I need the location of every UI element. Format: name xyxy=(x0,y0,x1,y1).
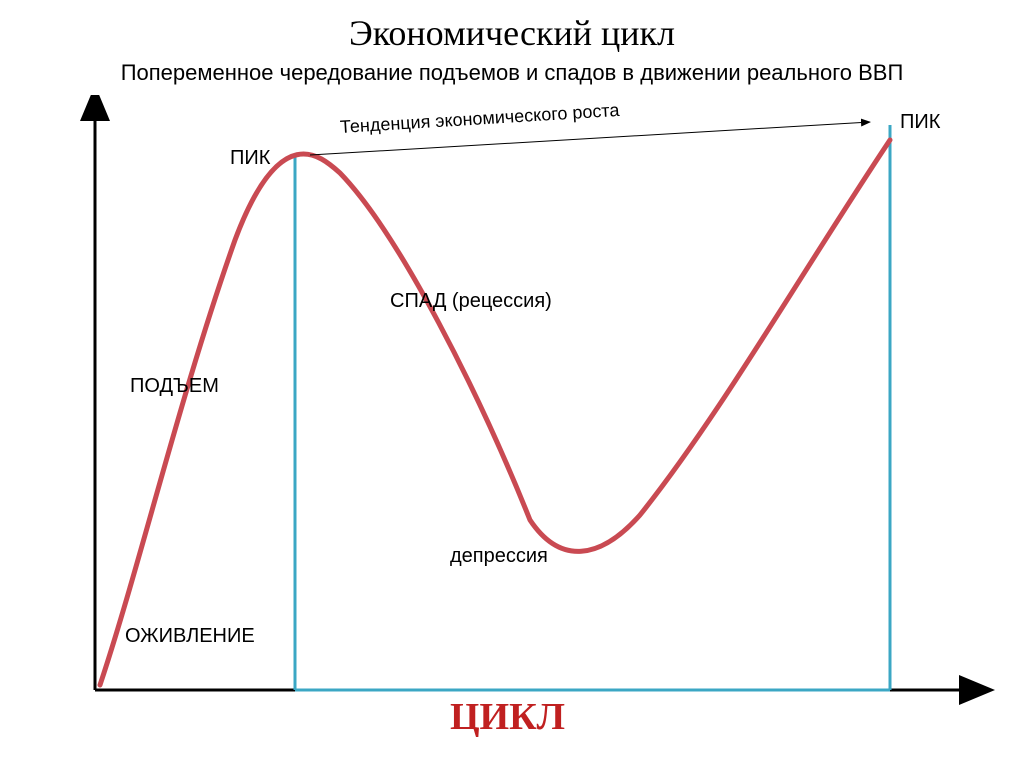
chart-container: ПИК ПИК Тенденция экономического роста С… xyxy=(0,95,1024,755)
label-recession: СПАД (рецессия) xyxy=(390,290,552,313)
page-subtitle: Попеременное чередование подъемов и спад… xyxy=(0,54,1024,86)
label-peak2: ПИК xyxy=(900,111,940,134)
chart-svg xyxy=(0,95,1024,755)
page-title: Экономический цикл xyxy=(0,0,1024,54)
label-depression: депрессия xyxy=(450,545,548,568)
label-recovery: ПОДЪЕМ xyxy=(130,375,219,398)
label-revival: ОЖИВЛЕНИЕ xyxy=(125,625,255,648)
label-cycle: ЦИКЛ xyxy=(450,695,565,739)
label-peak1: ПИК xyxy=(230,147,270,170)
cycle-curve xyxy=(100,140,890,685)
